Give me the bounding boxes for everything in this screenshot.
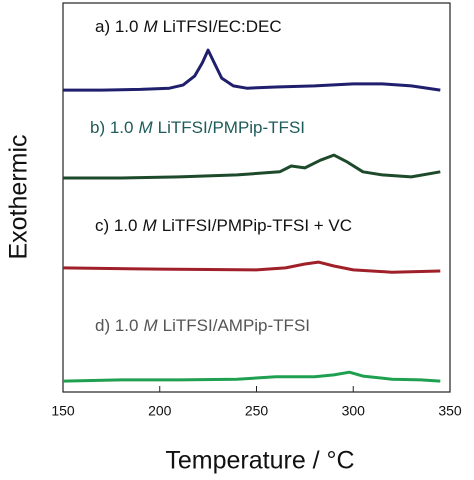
- series-label-part: a) 1.0: [95, 17, 138, 36]
- x-tick-label: 150: [51, 403, 75, 419]
- series-line: [62, 370, 441, 383]
- y-axis-label: Exothermic: [5, 134, 33, 259]
- series-label-part: LiTFSI/AMPip-TFSI: [163, 316, 310, 335]
- x-tick-label: 250: [245, 403, 269, 419]
- series-label-part: LiTFSI/PMPip-TFSI: [158, 118, 305, 137]
- series-label: a) 1.0 M LiTFSI/EC:DEC: [95, 17, 282, 36]
- x-tick-label: 350: [438, 403, 462, 419]
- series-line: [63, 153, 441, 180]
- series-label-part: M: [138, 118, 153, 137]
- series-label: d) 1.0 M LiTFSI/AMPip-TFSI: [95, 316, 310, 335]
- series-label-part: c) 1.0: [95, 216, 138, 235]
- x-tick-label: 300: [342, 403, 366, 419]
- series-line: [62, 260, 441, 274]
- series-label-part: d) 1.0: [95, 316, 138, 335]
- series-label: c) 1.0 M LiTFSI/PMPip-TFSI + VC: [95, 216, 352, 235]
- series-label-part: M: [143, 17, 158, 36]
- series-label-part: M: [143, 216, 158, 235]
- series-label-part: LiTFSI/EC:DEC: [163, 17, 282, 36]
- series-label-part: M: [143, 316, 158, 335]
- series-label-part: LiTFSI/PMPip-TFSI + VC: [162, 216, 352, 235]
- series-line: [63, 48, 441, 92]
- x-axis-label: Temperature / °C: [165, 447, 354, 475]
- series-label-part: b) 1.0: [90, 118, 133, 137]
- series-label: b) 1.0 M LiTFSI/PMPip-TFSI: [90, 118, 305, 137]
- x-tick-label: 200: [148, 403, 172, 419]
